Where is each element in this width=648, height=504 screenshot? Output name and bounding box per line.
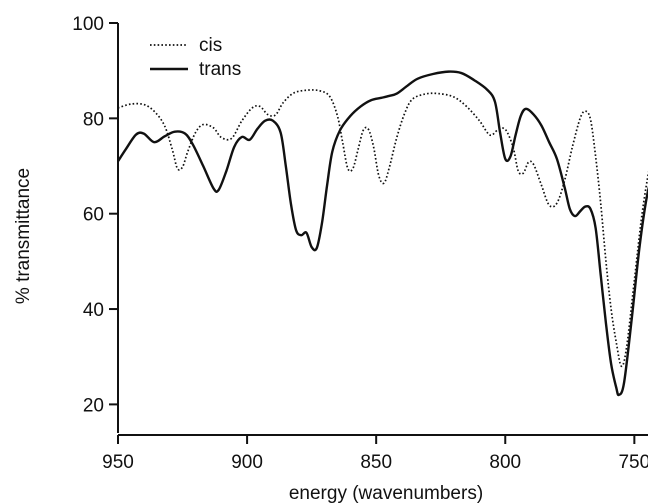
x-tick-label: 900 <box>231 452 263 473</box>
x-axis-title: energy (wavenumbers) <box>289 483 483 504</box>
series-line-cis <box>118 89 648 368</box>
y-tick-label: 60 <box>83 205 104 226</box>
axes: 20 40 60 80 100 950 900 850 800 750 energy (wavenu… <box>13 14 648 504</box>
y-tick-label: 20 <box>83 395 104 416</box>
y-axis-title: % transmittance <box>13 168 34 304</box>
y-tick-label: 80 <box>83 109 104 130</box>
x-tick-label: 750 <box>618 452 648 473</box>
legend: cis trans <box>150 35 241 80</box>
x-tick-label: 850 <box>360 452 392 473</box>
series-line-trans <box>118 70 648 397</box>
legend-label-cis: cis <box>199 35 222 56</box>
x-tick-label: 950 <box>102 452 134 473</box>
x-tick-label: 800 <box>489 452 521 473</box>
series-layer <box>118 70 648 397</box>
y-tick-label: 100 <box>72 14 104 35</box>
legend-label-trans: trans <box>199 59 241 80</box>
y-tick-label: 40 <box>83 300 104 321</box>
